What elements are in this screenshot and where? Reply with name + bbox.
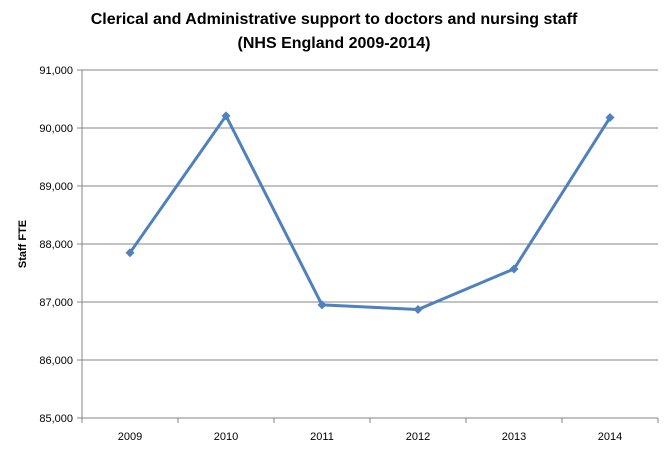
- data-point: [413, 305, 423, 315]
- data-point: [221, 111, 231, 121]
- x-tick-label: 2013: [502, 431, 526, 443]
- chart-subtitle: (NHS England 2009-2014): [238, 35, 431, 52]
- y-tick-label: 85,000: [39, 413, 73, 425]
- x-tick-label: 2009: [118, 431, 142, 443]
- y-tick-label: 90,000: [39, 123, 73, 135]
- data-point: [509, 264, 519, 274]
- series-line: [128, 114, 612, 312]
- data-point: [605, 113, 615, 123]
- x-tick-label: 2010: [214, 431, 238, 443]
- y-tick-labels: 85,000 86,000 87,000 88,000 89,000 90,000 91,0…: [39, 65, 73, 425]
- x-tick-label: 2011: [310, 431, 334, 443]
- y-axis-label: Staff FTE: [17, 220, 29, 268]
- y-tick-label: 88,000: [39, 239, 73, 251]
- y-tick-label: 89,000: [39, 181, 73, 193]
- y-tick-label: 87,000: [39, 297, 73, 309]
- data-point: [125, 248, 135, 258]
- chart-title: Clerical and Administrative support to d…: [91, 11, 578, 28]
- y-tick-label: 86,000: [39, 355, 73, 367]
- y-tick-label: 91,000: [39, 65, 73, 77]
- x-tick-label: 2014: [598, 431, 622, 443]
- axes: [77, 69, 659, 423]
- gridlines: [82, 69, 658, 419]
- series: [125, 111, 615, 315]
- data-point: [317, 300, 327, 310]
- x-tick-label: 2012: [406, 431, 430, 443]
- x-tick-labels: 2009 2010 2011 2012 2013 2014: [118, 431, 622, 443]
